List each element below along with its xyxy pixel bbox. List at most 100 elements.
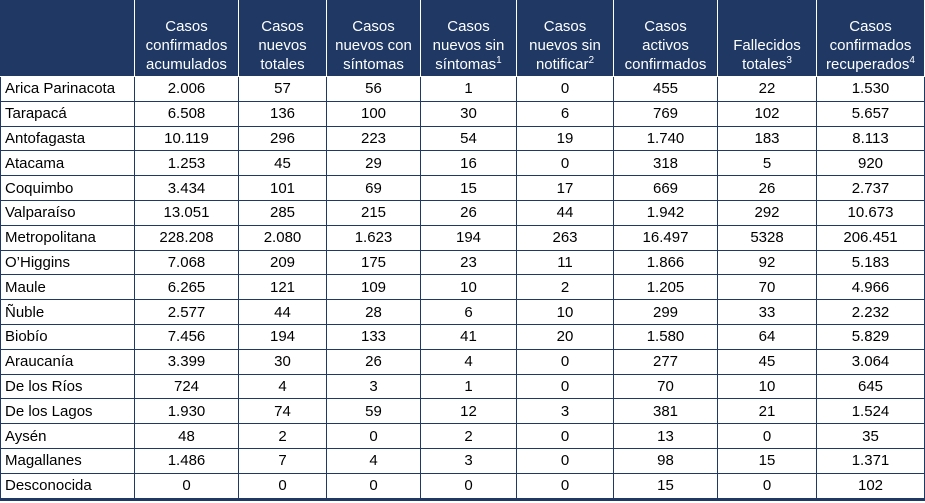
value-cell: 4.966 [816, 274, 925, 301]
value-cell: 16 [420, 150, 517, 177]
column-header-line: confirmados [829, 37, 912, 54]
value-cell: 0 [516, 150, 614, 177]
table-row: Coquimbo 3.434 101 69 15 17 669 26 2.737 [0, 175, 925, 201]
value-cell: 28 [326, 299, 421, 325]
region-name-cell: Desconocida [0, 472, 135, 501]
column-header-line: confirmados [624, 56, 707, 73]
table-row: De los Lagos 1.930 74 59 12 3 381 21 1.524 [0, 398, 925, 425]
value-cell: 11 [516, 249, 614, 276]
column-header-5: Casos nuevos sin notificar2 [516, 0, 614, 77]
value-cell: 56 [326, 76, 421, 102]
value-cell: 5.657 [816, 100, 925, 127]
column-header-line: nuevos sin [529, 37, 601, 54]
value-cell: 15 [613, 472, 718, 501]
value-cell: 228.208 [134, 224, 239, 251]
value-cell: 2 [238, 423, 327, 449]
table-row: Metropolitana 228.208 2.080 1.623 194 263 16.4… [0, 224, 925, 251]
footnote-marker: 1 [496, 55, 502, 66]
value-cell: 57 [238, 76, 327, 102]
value-cell: 3 [326, 373, 421, 400]
value-cell: 45 [238, 150, 327, 177]
region-name-cell: Metropolitana [0, 224, 135, 251]
value-cell: 2.737 [816, 175, 925, 201]
value-cell: 54 [420, 125, 517, 152]
column-header-line: Casos [261, 18, 304, 35]
value-cell: 10 [717, 373, 817, 400]
table-row: O’Higgins 7.068 209 175 23 11 1.866 92 5.183 [0, 249, 925, 276]
value-cell: 1.740 [613, 125, 718, 152]
value-cell: 70 [613, 373, 718, 400]
value-cell: 318 [613, 150, 718, 177]
value-cell: 6.508 [134, 100, 239, 127]
value-cell: 1.942 [613, 199, 718, 226]
value-cell: 0 [326, 423, 421, 449]
value-cell: 1.253 [134, 150, 239, 177]
value-cell: 292 [717, 199, 817, 226]
value-cell: 100 [326, 100, 421, 127]
value-cell: 10 [516, 299, 614, 325]
value-cell: 4 [326, 447, 421, 474]
value-cell: 1.524 [816, 398, 925, 425]
header-corner-cell [0, 0, 135, 77]
value-cell: 30 [238, 348, 327, 375]
value-cell: 64 [717, 323, 817, 350]
table-row: De los Ríos 724 4 3 1 0 70 10 645 [0, 373, 925, 400]
value-cell: 285 [238, 199, 327, 226]
value-cell: 209 [238, 249, 327, 276]
table-row: Desconocida 0 0 0 0 0 15 0 102 [0, 472, 925, 501]
value-cell: 183 [717, 125, 817, 152]
value-cell: 102 [816, 472, 925, 501]
table-body: Arica Parinacota 2.006 57 56 1 0 455 22 1.530 Tar… [0, 76, 925, 501]
value-cell: 669 [613, 175, 718, 201]
value-cell: 206.451 [816, 224, 925, 251]
value-cell: 194 [420, 224, 517, 251]
value-cell: 4 [420, 348, 517, 375]
region-name-cell: O’Higgins [0, 249, 135, 276]
value-cell: 0 [516, 472, 614, 501]
value-cell: 69 [326, 175, 421, 201]
column-header-line: Fallecidos [733, 37, 801, 54]
value-cell: 299 [613, 299, 718, 325]
value-cell: 6.265 [134, 274, 239, 301]
column-header-line: Casos [849, 18, 892, 35]
table-row: Aysén 48 2 0 2 0 13 0 35 [0, 423, 925, 449]
value-cell: 0 [516, 348, 614, 375]
table-row: Atacama 1.253 45 29 16 0 318 5 920 [0, 150, 925, 177]
value-cell: 1 [420, 76, 517, 102]
header-row: Casos confirmados acumulados Casos nuevos tot… [0, 0, 925, 77]
value-cell: 15 [420, 175, 517, 201]
value-cell: 44 [238, 299, 327, 325]
column-header-line: síntomas [435, 56, 497, 73]
column-header-line: confirmados [145, 37, 228, 54]
table-row: Araucanía 3.399 30 26 4 0 277 45 3.064 [0, 348, 925, 375]
value-cell: 30 [420, 100, 517, 127]
value-cell: 5 [717, 150, 817, 177]
region-name-cell: Maule [0, 274, 135, 301]
value-cell: 2 [516, 274, 614, 301]
value-cell: 5328 [717, 224, 817, 251]
value-cell: 1.371 [816, 447, 925, 474]
value-cell: 724 [134, 373, 239, 400]
column-header-line: Casos [644, 18, 687, 35]
value-cell: 0 [134, 472, 239, 501]
column-header-7: Fallecidos totales3 [717, 0, 817, 77]
region-name-cell: Antofagasta [0, 125, 135, 152]
value-cell: 121 [238, 274, 327, 301]
value-cell: 0 [238, 472, 327, 501]
value-cell: 1 [420, 373, 517, 400]
value-cell: 645 [816, 373, 925, 400]
value-cell: 1.530 [816, 76, 925, 102]
value-cell: 41 [420, 323, 517, 350]
value-cell: 381 [613, 398, 718, 425]
value-cell: 98 [613, 447, 718, 474]
value-cell: 296 [238, 125, 327, 152]
value-cell: 194 [238, 323, 327, 350]
value-cell: 22 [717, 76, 817, 102]
value-cell: 7.456 [134, 323, 239, 350]
table-row: Maule 6.265 121 109 10 2 1.205 70 4.966 [0, 274, 925, 301]
value-cell: 15 [717, 447, 817, 474]
column-header-line: Casos [352, 18, 395, 35]
value-cell: 29 [326, 150, 421, 177]
value-cell: 10 [420, 274, 517, 301]
